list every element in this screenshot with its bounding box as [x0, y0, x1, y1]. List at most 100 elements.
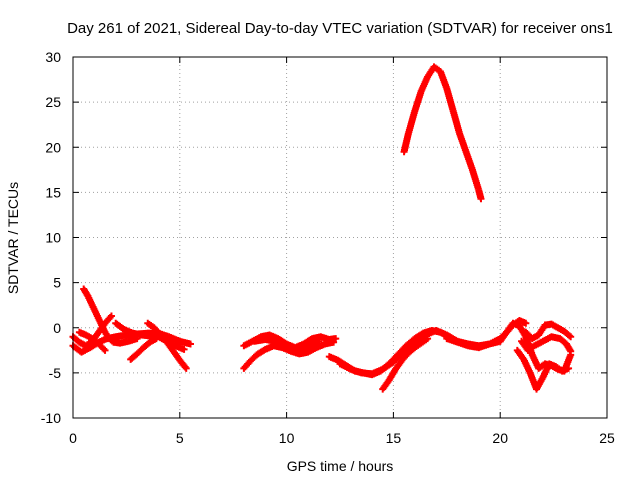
data-point-marks: [157, 331, 170, 345]
data-point-marks: [567, 333, 575, 341]
data-point: [332, 335, 340, 343]
data-point: [389, 349, 407, 366]
x-tick-label: 0: [69, 430, 77, 446]
data-point: [127, 351, 140, 363]
series-pass-5: [112, 319, 188, 353]
data-point: [443, 85, 457, 113]
data-point: [82, 338, 95, 350]
data-point-marks: [565, 364, 573, 372]
data-point: [392, 358, 405, 373]
data-point-marks: [101, 346, 109, 354]
data-point: [496, 330, 510, 345]
data-point-marks: [411, 332, 428, 346]
data-point: [417, 336, 430, 347]
data-point: [112, 319, 127, 333]
y-tick-label: 30: [45, 49, 61, 65]
y-tick-label: 10: [45, 230, 61, 246]
data-point: [182, 364, 190, 372]
data-point-marks: [524, 343, 537, 354]
data-point: [567, 347, 575, 355]
series-pass-6: [127, 335, 160, 363]
data-point-marks: [436, 67, 450, 91]
data-point: [101, 313, 114, 327]
series-pass-17: [513, 346, 573, 393]
data-point-marks: [513, 346, 527, 362]
data-point: [246, 352, 259, 365]
data-point: [430, 63, 443, 74]
data-point-marks: [144, 319, 157, 331]
chart-title: Day 261 of 2021, Sidereal Day-to-day VTE…: [67, 20, 613, 37]
data-point-marks: [567, 347, 575, 355]
data-point-marks: [105, 335, 116, 345]
data-point-marks: [449, 107, 463, 136]
series-pass-14: [400, 63, 485, 203]
data-point-marks: [332, 335, 340, 343]
data-point: [565, 364, 573, 372]
data-point-marks: [400, 339, 417, 355]
y-tick-label: -5: [49, 365, 62, 381]
data-point-marks: [398, 350, 411, 364]
series-pass-18: [522, 320, 575, 343]
y-axis-label: SDTVAR / TECUs: [5, 182, 21, 294]
data-point-marks: [82, 338, 95, 350]
data-point-marks: [112, 319, 127, 333]
data-point: [560, 327, 573, 340]
data-point: [95, 340, 108, 353]
data-point: [436, 67, 450, 91]
data-point: [163, 338, 176, 354]
data-point: [449, 107, 463, 136]
data-point-marks: [133, 345, 146, 358]
y-tick-label: 20: [45, 139, 61, 155]
data-point-marks: [404, 109, 418, 138]
data-point: [404, 345, 417, 357]
data-point: [524, 343, 537, 354]
data-point: [522, 319, 530, 327]
data-point-marks: [535, 323, 548, 339]
data-point-marks: [496, 330, 510, 345]
data-point: [315, 337, 323, 345]
data-point-marks: [127, 351, 140, 363]
y-tick-label: -10: [41, 410, 61, 426]
data-point-marks: [180, 345, 188, 353]
series-pass-10: [251, 335, 323, 353]
data-point-marks: [556, 335, 569, 347]
data-point: [150, 324, 163, 338]
data-point-marks: [462, 148, 476, 172]
data-point: [400, 339, 417, 355]
data-point: [101, 346, 109, 354]
data-point-marks: [522, 319, 530, 327]
x-tick-label: 20: [492, 430, 508, 446]
data-point-marks: [411, 89, 425, 115]
data-point: [139, 339, 153, 352]
data-point-marks: [107, 312, 115, 320]
data-point: [152, 335, 160, 343]
data-point-marks: [477, 195, 485, 203]
series-pass-19: [518, 333, 575, 355]
data-point-marks: [430, 63, 443, 74]
data-point: [477, 195, 485, 203]
data-point: [404, 109, 418, 138]
series-pass-3: [80, 285, 141, 347]
data-point: [400, 132, 412, 156]
series-pass-13: [379, 335, 432, 393]
data-point-marks: [95, 340, 108, 353]
data-point-marks: [101, 328, 112, 341]
data-point: [456, 130, 469, 154]
data-point-marks: [240, 359, 253, 372]
data-point-marks: [150, 324, 163, 338]
data-point: [567, 333, 575, 341]
data-point-marks: [560, 327, 573, 340]
data-point: [186, 340, 194, 348]
data-point: [411, 332, 428, 346]
data-point: [535, 323, 548, 339]
series-pass-4: [75, 328, 109, 354]
x-tick-label: 25: [599, 430, 615, 446]
data-point-marks: [417, 336, 430, 347]
data-point-marks: [389, 349, 407, 366]
data-point-marks: [392, 358, 405, 373]
data-point: [379, 378, 392, 393]
data-point: [169, 347, 183, 363]
data-point: [240, 359, 253, 372]
data-point-marks: [163, 338, 176, 354]
